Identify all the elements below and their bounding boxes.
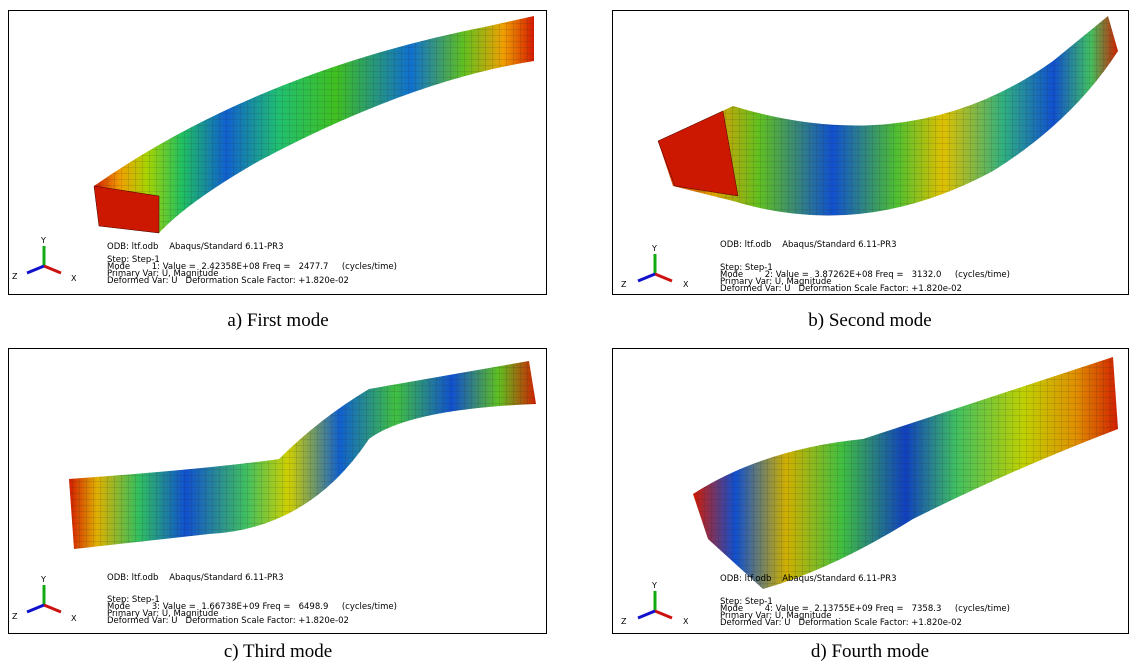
odb: ODB: ltf.odb Abaqus/Standard 6.11-PR3 xyxy=(720,574,897,584)
axis-label: Z xyxy=(621,280,627,289)
mesh xyxy=(69,361,536,549)
caption: b) Second mode xyxy=(600,310,1137,332)
odb: ODB: ltf.odb Abaqus/Standard 6.11-PR3 xyxy=(107,242,284,252)
axis-label: X xyxy=(71,274,77,283)
axis-label: X xyxy=(683,617,689,626)
triad xyxy=(27,585,61,612)
triad xyxy=(638,591,672,618)
axis-label: Z xyxy=(12,272,18,281)
mesh xyxy=(94,16,534,233)
axis-label: X xyxy=(71,614,77,623)
mesh xyxy=(693,357,1118,589)
page: Y Z X ODB: ltf.odb Abaqus/Standard 6.11-… xyxy=(0,0,1137,666)
caption: a) First mode xyxy=(8,310,548,332)
axis-label: Y xyxy=(40,236,46,245)
axis-label: Y xyxy=(40,575,46,584)
odb: ODB: ltf.odb Abaqus/Standard 6.11-PR3 xyxy=(107,573,284,583)
axis-label: Z xyxy=(12,612,18,621)
axis-label: Y xyxy=(651,581,657,590)
deformed-var: Deformed Var: U Deformation Scale Factor… xyxy=(720,618,962,628)
triad xyxy=(27,246,61,273)
deformed-var: Deformed Var: U Deformation Scale Factor… xyxy=(720,284,962,294)
triad xyxy=(638,254,672,281)
panel-c: Y Z X ODB: ltf.odb Abaqus/Standard 6.11-… xyxy=(8,348,547,634)
odb: ODB: ltf.odb Abaqus/Standard 6.11-PR3 xyxy=(720,240,897,250)
axis-label: Z xyxy=(621,617,627,626)
caption: d) Fourth mode xyxy=(600,641,1137,663)
panel-d: Y Z X ODB: ltf.odb Abaqus/Standard 6.11-… xyxy=(612,348,1129,634)
panel-b: Y Z X ODB: ltf.odb Abaqus/Standard 6.11-… xyxy=(612,10,1129,295)
axis-label: Y xyxy=(651,244,657,253)
deformed-var: Deformed Var: U Deformation Scale Factor… xyxy=(107,276,349,286)
axis-label: X xyxy=(683,280,689,289)
panel-a: Y Z X ODB: ltf.odb Abaqus/Standard 6.11-… xyxy=(8,10,547,295)
deformed-var: Deformed Var: U Deformation Scale Factor… xyxy=(107,616,349,626)
caption: c) Third mode xyxy=(8,641,548,663)
